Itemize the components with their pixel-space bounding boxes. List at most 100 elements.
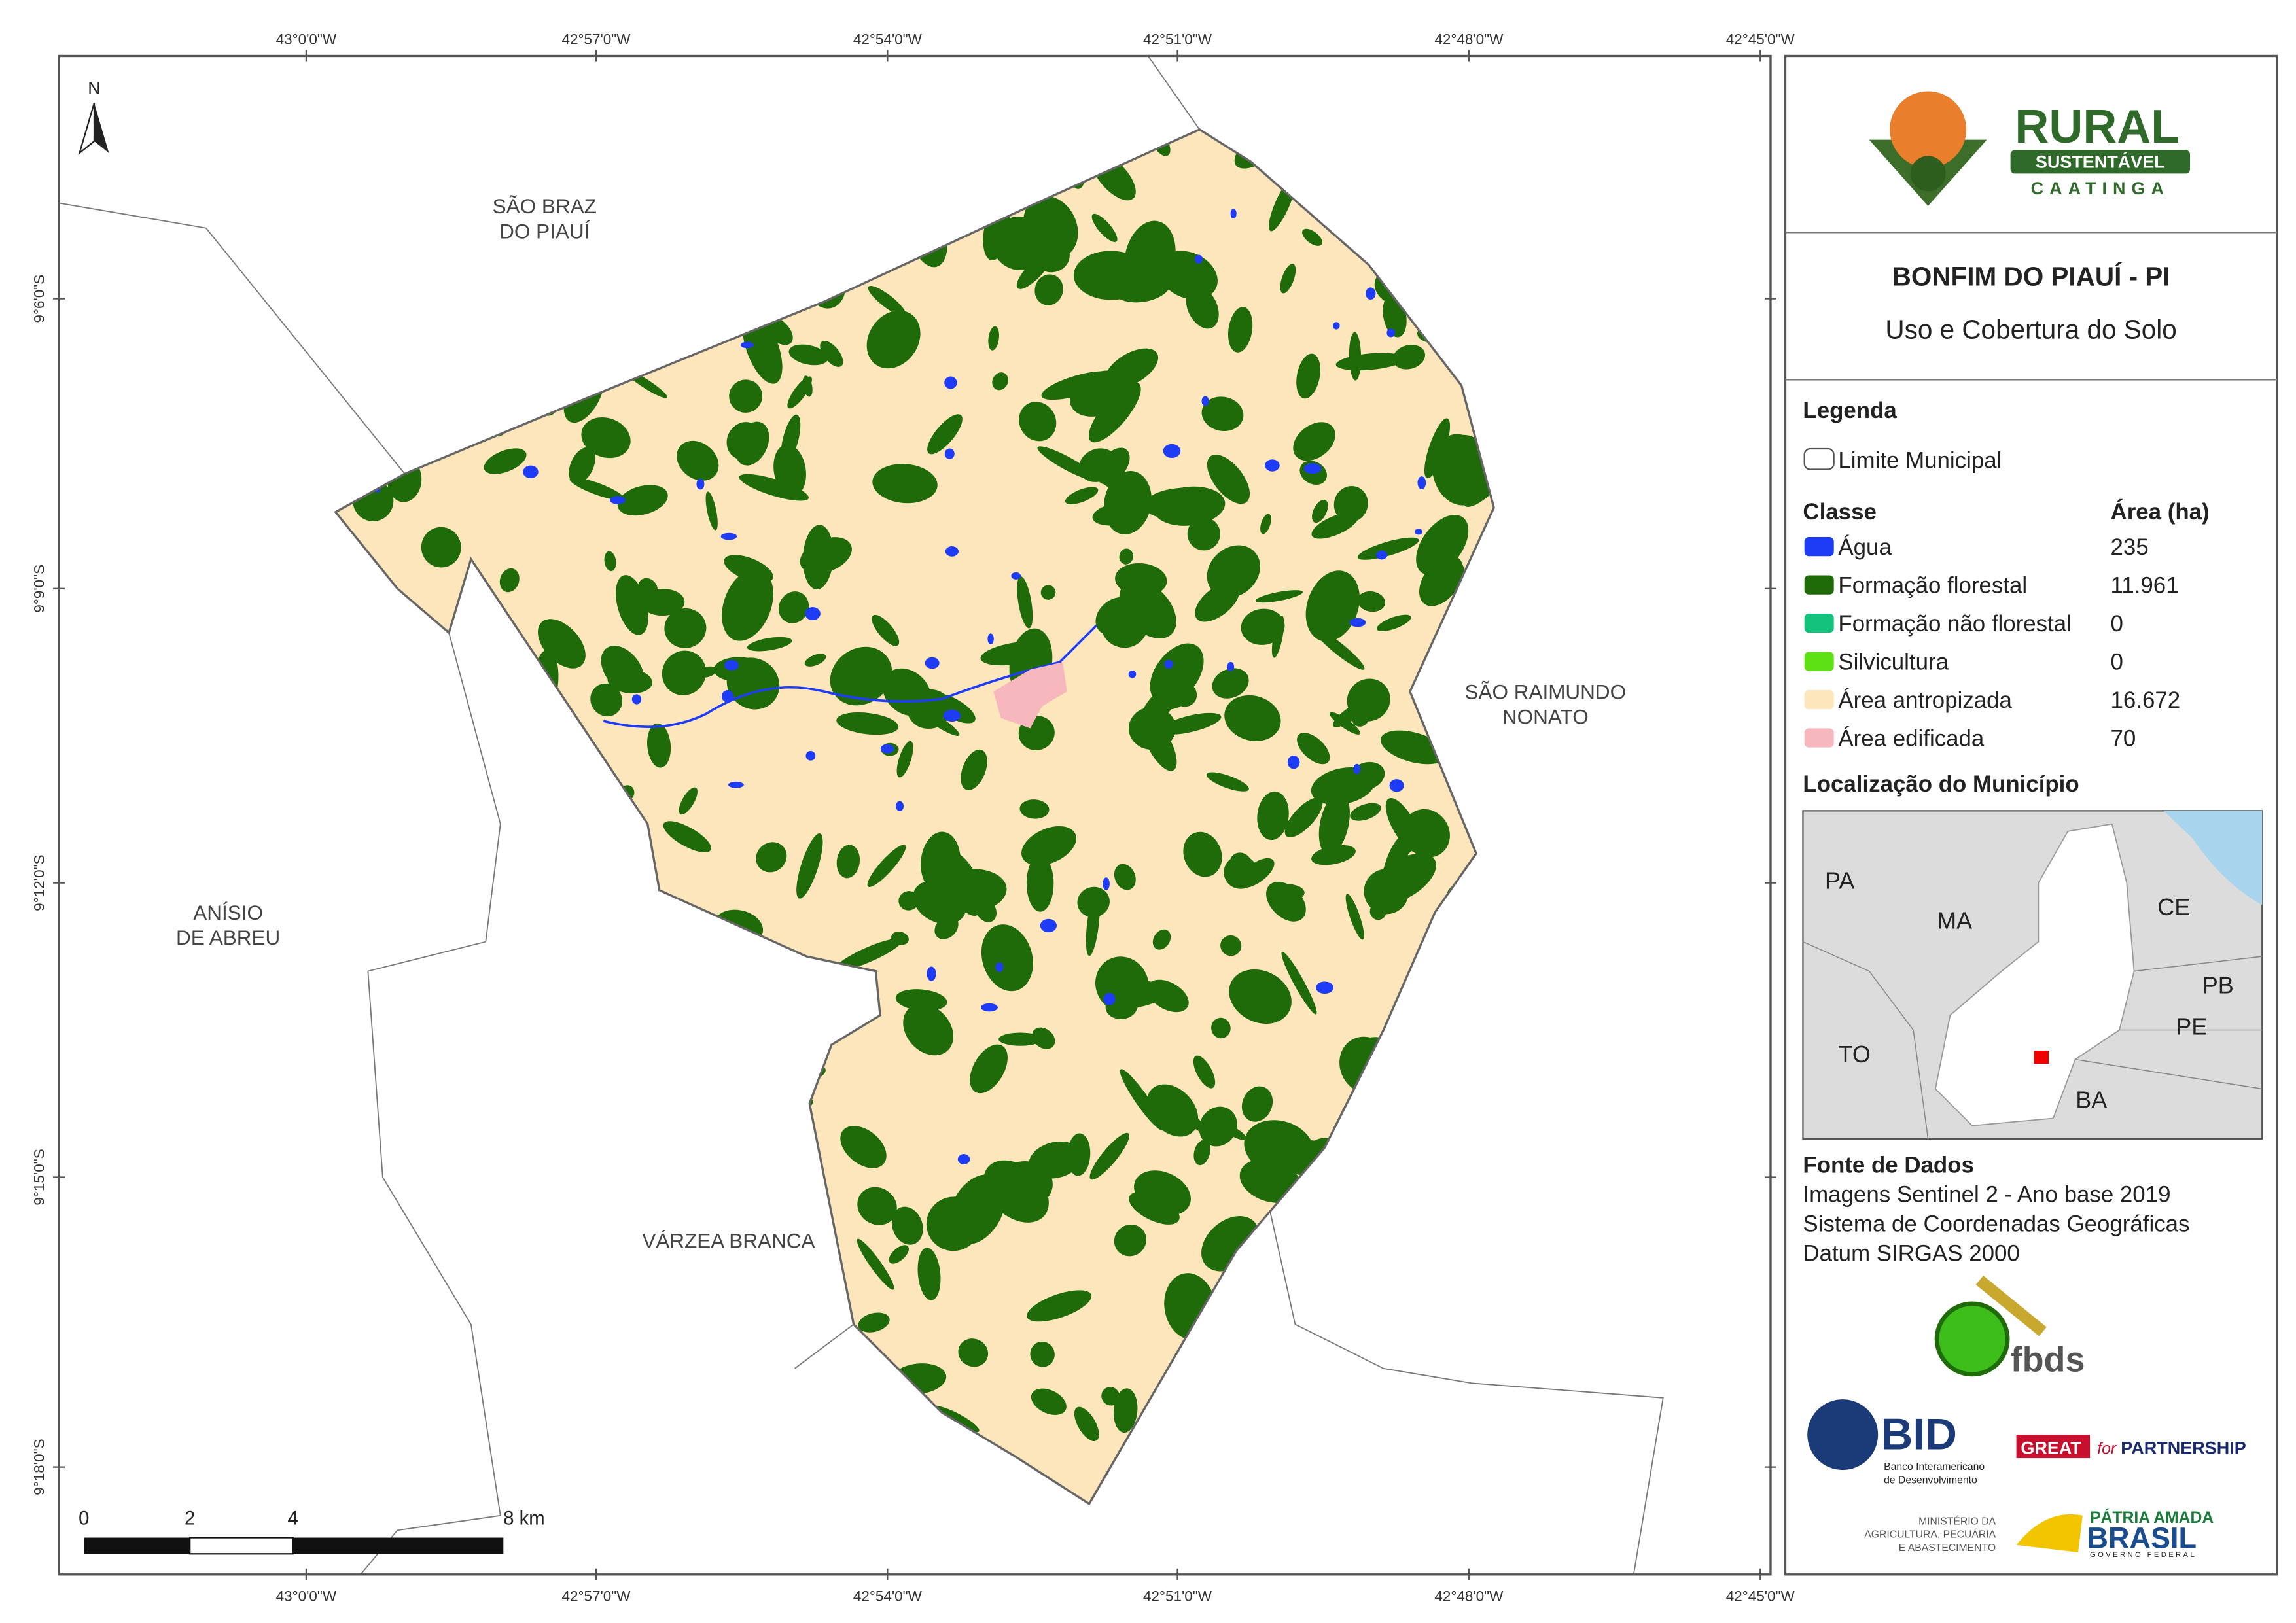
- scale-label: 4: [288, 1508, 298, 1529]
- ministry-line: MINISTÉRIO DA: [1918, 1514, 1996, 1527]
- water-body: [943, 709, 961, 722]
- forest-patch: [1333, 485, 1368, 522]
- legend-boundary: Limite Municipal: [1838, 447, 2002, 473]
- forest-patch: [1207, 454, 1250, 504]
- forest-patch: [1224, 855, 1258, 889]
- forest-patch: [1311, 767, 1375, 805]
- legend-swatch: [1804, 689, 1834, 710]
- legend-area: 235: [2111, 534, 2149, 560]
- forest-patch: [778, 591, 809, 623]
- bottom-coord-label: 42°45'0"W: [1726, 1588, 1795, 1604]
- forest-patch: [926, 1196, 981, 1251]
- municipal-boundary: [334, 128, 1495, 1506]
- top-coord-label: 43°0'0"W: [276, 31, 337, 47]
- legend-title: Legenda: [1803, 398, 1897, 423]
- inset-label: PE: [2176, 1013, 2207, 1039]
- brasil-mark: [2016, 1514, 2083, 1553]
- bottom-coord-label: 43°0'0"W: [276, 1588, 337, 1604]
- forest-patch: [872, 464, 938, 504]
- forest-patch: [1293, 422, 1335, 461]
- scale-segment: [292, 1537, 504, 1554]
- water-body: [1376, 550, 1388, 560]
- great-partnership: PARTNERSHIP: [2121, 1438, 2246, 1457]
- legend-class: Água: [1838, 534, 1892, 560]
- bid-globe: [1807, 1399, 1879, 1471]
- forest-patch: [913, 881, 966, 924]
- forest-patch: [1220, 935, 1242, 956]
- forest-patch: [1345, 894, 1364, 940]
- forest-patch: [1357, 591, 1386, 612]
- inset-label: TO: [1839, 1041, 1871, 1068]
- bid-line: de Desenvolvimento: [1884, 1475, 1977, 1486]
- water-body: [720, 532, 737, 540]
- forest-patch: [1017, 576, 1033, 629]
- forest-patch: [421, 527, 461, 568]
- water-body: [1287, 755, 1300, 769]
- forest-patch: [756, 842, 787, 873]
- water-body: [728, 781, 744, 788]
- inset-borders: [1803, 941, 2263, 1140]
- place-label: SÃO RAIMUNDO: [1464, 680, 1626, 703]
- neighbor-boundaries: [59, 56, 1664, 1575]
- forest-patch: [1312, 499, 1328, 523]
- great-text: GREAT: [2021, 1438, 2081, 1457]
- legend-area: 70: [2111, 725, 2136, 751]
- water-body: [1230, 209, 1237, 219]
- inset-label: PA: [1825, 867, 1854, 894]
- forest-patch: [1350, 803, 1381, 821]
- forest-patch: [484, 448, 527, 474]
- forest-patch: [1335, 353, 1405, 371]
- forest-patch: [1138, 678, 1184, 730]
- forest-patch: [868, 285, 906, 317]
- forest-patch: [988, 326, 999, 351]
- water-body: [1389, 779, 1404, 792]
- forest-patch: [569, 447, 595, 484]
- water-body: [721, 689, 734, 703]
- map-title: BONFIM DO PIAUÍ - PI: [1892, 261, 2170, 291]
- forest-patch: [889, 1245, 910, 1264]
- forest-patch: [604, 551, 616, 572]
- water-body: [1103, 877, 1110, 890]
- forest-patch: [1129, 1191, 1180, 1225]
- water-body: [1333, 322, 1340, 330]
- forest-patch: [1241, 1086, 1273, 1122]
- water-body: [1353, 763, 1361, 775]
- forest-patch: [1267, 884, 1305, 902]
- forest-patch: [616, 575, 648, 635]
- forest-patch: [1031, 1388, 1067, 1415]
- inset-label: CE: [2157, 894, 2190, 920]
- forest-patch: [1229, 969, 1292, 1024]
- forest-patch: [1396, 822, 1426, 861]
- forest-patch: [663, 821, 711, 853]
- governo-text: GOVERNO FEDERAL: [2090, 1551, 2197, 1559]
- forest-patch: [796, 833, 823, 899]
- forest-patch: [830, 646, 892, 706]
- forest-patch: [1280, 264, 1296, 294]
- logo-tagline: CAATINGA: [2031, 179, 2170, 198]
- bid-line: Banco Interamericano: [1884, 1461, 1985, 1473]
- great-box: [2016, 1435, 2091, 1459]
- boundary: [1147, 56, 1200, 130]
- water-body: [1201, 396, 1209, 406]
- forest-patch: [1040, 585, 1056, 600]
- legend-swatch: [1804, 537, 1834, 557]
- forest-patch: [647, 723, 671, 768]
- scale-bar: [84, 1537, 504, 1555]
- inset-labels: PA MA CE PB PE TO BA: [1825, 867, 2234, 1113]
- source-line: Datum SIRGAS 2000: [1803, 1241, 2019, 1266]
- forest-patch: [722, 568, 773, 641]
- forest-patch: [895, 989, 947, 1011]
- forest-patch: [1187, 517, 1220, 551]
- forest-patch: [1124, 220, 1176, 294]
- forest-patch: [917, 1248, 941, 1300]
- brasil-text: BRASIL: [2087, 1521, 2197, 1554]
- bottom-coord-label: 42°54'0"W: [853, 1588, 923, 1604]
- sources-title: Fonte de Dados: [1803, 1153, 1973, 1178]
- top-coord-label: 42°51'0"W: [1143, 31, 1212, 47]
- forest-patch: [1023, 196, 1078, 259]
- forest-patch: [1296, 353, 1320, 399]
- forest-patch: [903, 1003, 954, 1056]
- sources-lines: Imagens Sentinel 2 - Ano base 2019 Sistem…: [1803, 1182, 2189, 1266]
- legend-rows: Água 235 Formação florestal 11.961 Formação …: [1804, 534, 2180, 751]
- inset-label: MA: [1937, 907, 1972, 934]
